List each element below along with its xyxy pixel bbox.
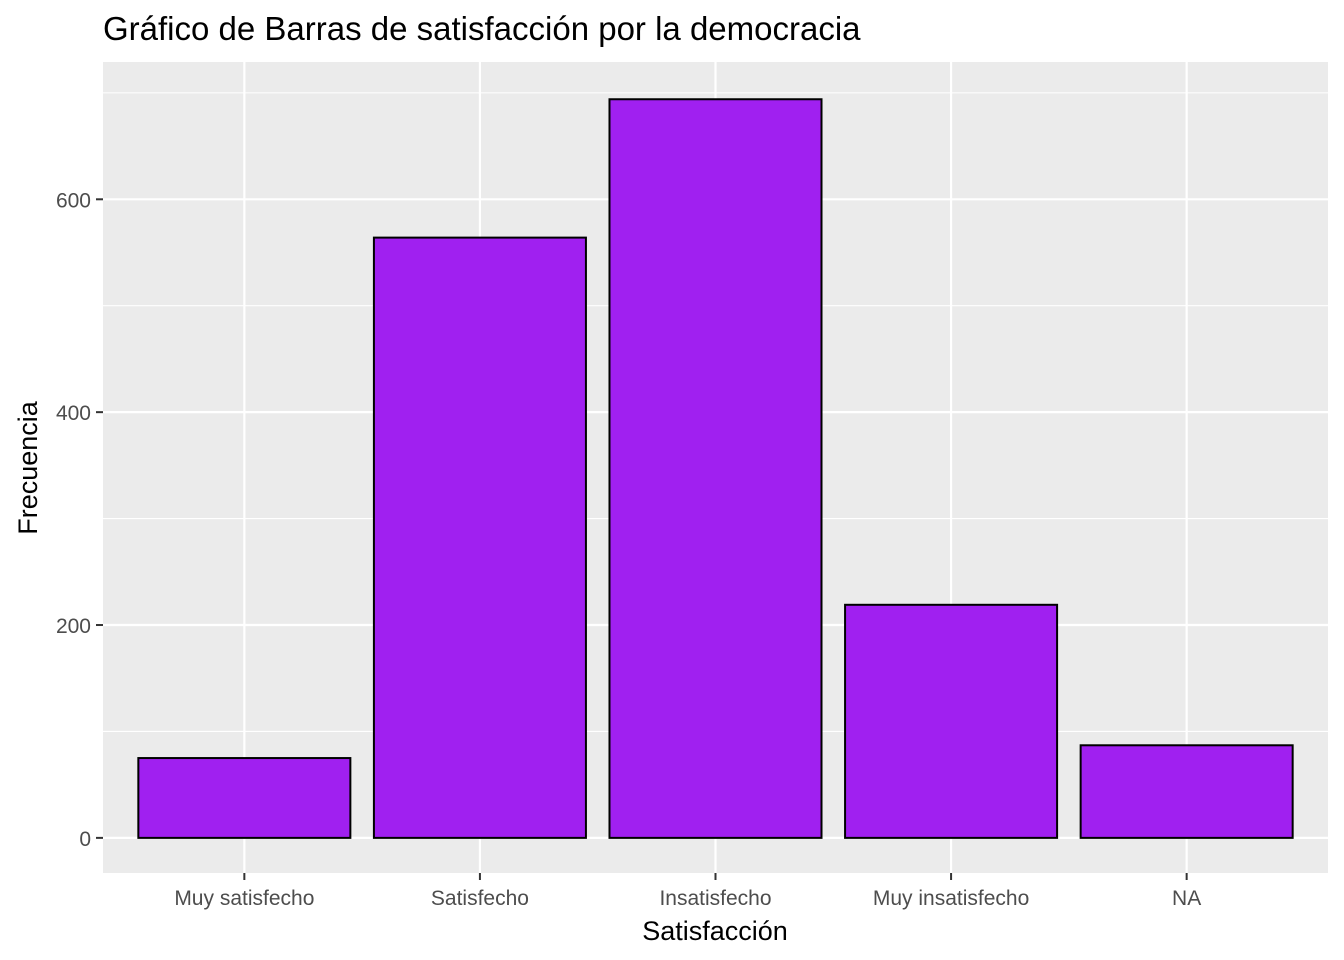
y-tick-label: 600 — [56, 189, 91, 212]
bar — [844, 603, 1059, 839]
bar — [372, 236, 587, 839]
chart-title: Gráfico de Barras de satisfacción por la… — [103, 10, 861, 47]
x-tick-label: NA — [1172, 887, 1201, 910]
y-tick-label: 200 — [56, 615, 91, 638]
x-tick-label: Satisfecho — [431, 887, 529, 910]
x-axis-label: Satisfacción — [642, 916, 788, 946]
y-axis-label: Frecuencia — [13, 400, 43, 535]
x-tick-label: Muy satisfecho — [174, 887, 314, 910]
y-tick-label: 0 — [79, 828, 91, 851]
bar — [1079, 744, 1294, 839]
x-tick-label: Muy insatisfecho — [873, 887, 1029, 910]
x-tick-label: Insatisfecho — [659, 887, 771, 910]
x-axis: Muy satisfecho Satisfecho Insatisfecho Muy … — [174, 873, 1201, 910]
bar — [608, 98, 823, 839]
y-tick-label: 400 — [56, 402, 91, 425]
bar — [137, 757, 352, 839]
y-axis: 0 200 400 600 — [56, 189, 103, 851]
bars — [137, 98, 1294, 839]
